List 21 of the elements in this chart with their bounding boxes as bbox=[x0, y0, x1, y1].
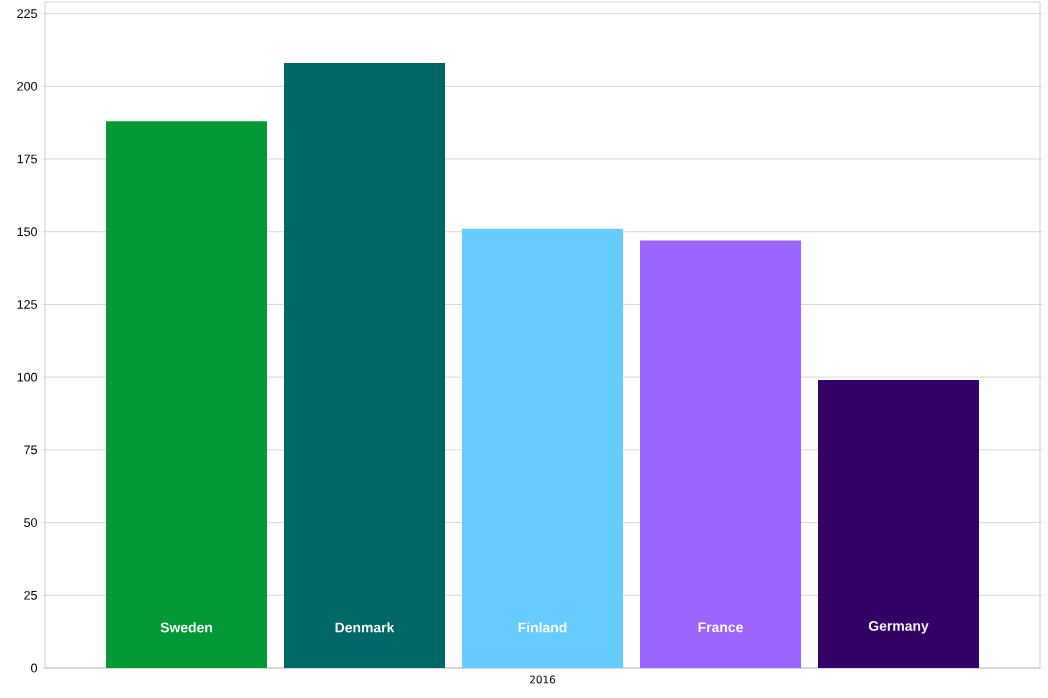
y-tick-label: 150 bbox=[17, 227, 37, 237]
bar bbox=[106, 121, 268, 668]
y-tick-label: 100 bbox=[17, 372, 37, 382]
y-tick-label: 0 bbox=[31, 663, 37, 673]
series-label: Sweden bbox=[160, 622, 212, 633]
x-tick-label: 2016 bbox=[529, 675, 556, 684]
series-label: Denmark bbox=[335, 622, 395, 633]
y-tick-label: 175 bbox=[17, 154, 37, 164]
y-tick-label: 25 bbox=[24, 590, 37, 600]
y-tick-label: 200 bbox=[17, 81, 37, 91]
y-tick-label: 225 bbox=[17, 9, 37, 19]
bar bbox=[462, 228, 624, 668]
bar bbox=[818, 380, 980, 668]
y-tick-label: 125 bbox=[17, 300, 37, 309]
bar bbox=[284, 63, 446, 668]
y-tick-label: 50 bbox=[24, 518, 37, 527]
series-label: France bbox=[698, 622, 743, 633]
bar bbox=[640, 240, 802, 668]
series-label: Germany bbox=[868, 620, 929, 634]
series-label: Finland bbox=[518, 622, 567, 633]
y-tick-label: 75 bbox=[24, 445, 37, 455]
